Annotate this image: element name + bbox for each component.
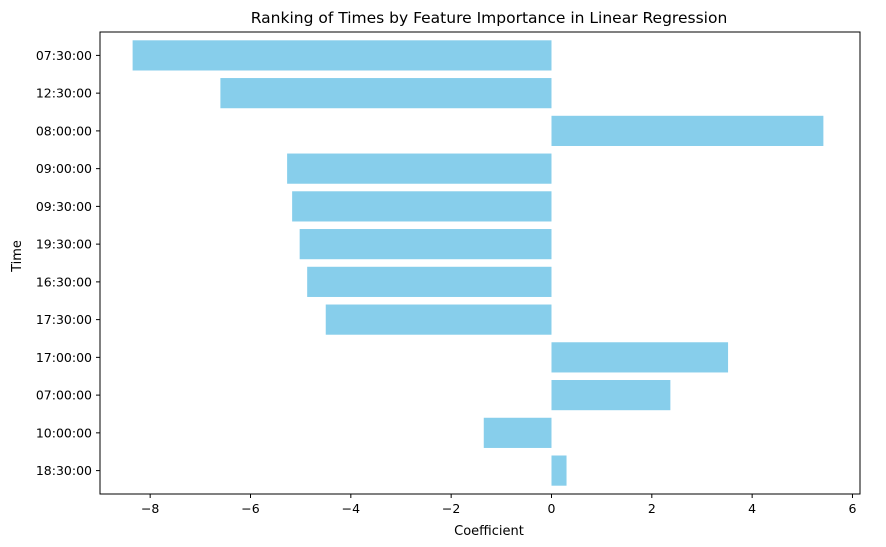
bar-07-30-00	[132, 40, 552, 71]
bar-17-30-00	[325, 304, 552, 335]
bar-17-00-00	[551, 342, 729, 373]
x-axis-ticks: −8 −6 −4 −2 0 2 4 6	[141, 494, 856, 516]
bar-16-30-00	[307, 266, 552, 297]
y-tick-label: 18:30:00	[36, 463, 92, 478]
y-tick-label: 17:30:00	[36, 312, 92, 327]
y-tick-label: 09:00:00	[36, 161, 92, 176]
y-tick-label: 16:30:00	[36, 274, 92, 289]
chart-title: Ranking of Times by Feature Importance i…	[251, 9, 728, 27]
bar-12-30-00	[220, 78, 552, 109]
y-tick-label: 07:00:00	[36, 388, 92, 403]
x-tick-label: −2	[442, 501, 460, 516]
bar-19-30-00	[299, 229, 552, 260]
y-tick-label: 10:00:00	[36, 425, 92, 440]
bar-09-00-00	[287, 153, 552, 184]
y-axis-label: Time	[10, 240, 25, 273]
y-tick-label: 09:30:00	[36, 199, 92, 214]
y-tick-label: 17:00:00	[36, 350, 92, 365]
y-tick-label: 19:30:00	[36, 237, 92, 252]
x-tick-label: 2	[648, 501, 656, 516]
y-tick-label: 08:00:00	[36, 123, 92, 138]
x-axis-label: Coefficient	[454, 524, 524, 539]
bar-09-30-00	[292, 191, 552, 222]
bars-group	[132, 40, 824, 486]
bar-08-00-00	[551, 115, 824, 146]
x-tick-label: 4	[748, 501, 756, 516]
x-tick-label: −8	[141, 501, 159, 516]
y-axis-ticks: 07:30:00 12:30:00 08:00:00 09:00:00 09:30:00…	[36, 48, 100, 478]
x-tick-label: −4	[342, 501, 360, 516]
bar-10-00-00	[483, 417, 552, 448]
bar-07-00-00	[551, 380, 671, 411]
x-tick-label: 0	[548, 501, 556, 516]
bar-18-30-00	[551, 455, 567, 486]
x-tick-label: −6	[241, 501, 259, 516]
plot-area-frame	[99, 31, 861, 495]
x-tick-label: 6	[848, 501, 856, 516]
y-tick-label: 07:30:00	[36, 48, 92, 63]
y-tick-label: 12:30:00	[36, 86, 92, 101]
